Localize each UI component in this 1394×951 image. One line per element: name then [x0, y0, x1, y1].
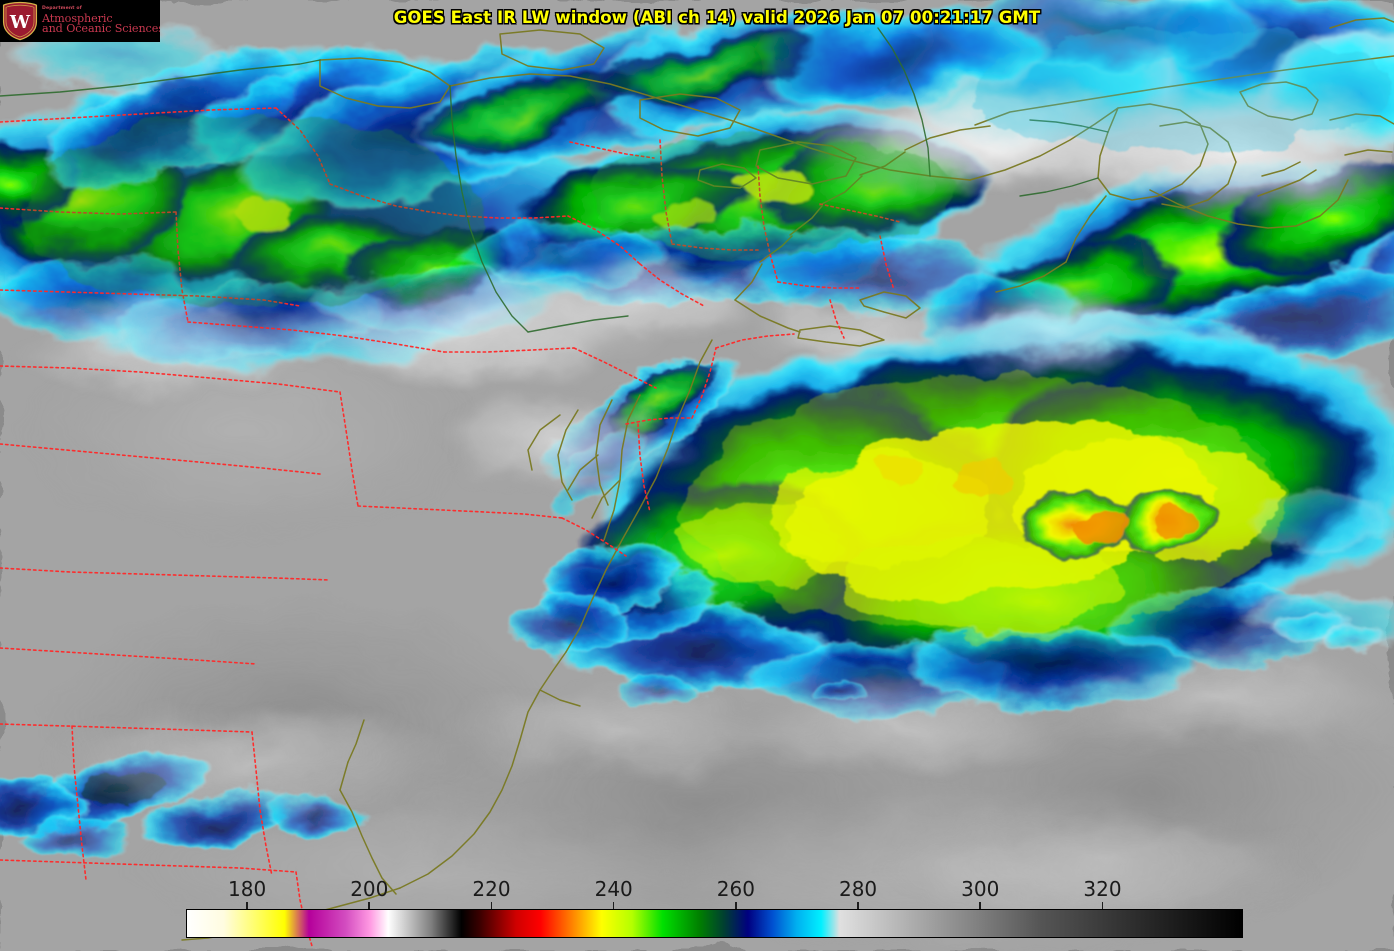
colorbar-tick: [368, 902, 371, 909]
svg-text:W: W: [9, 12, 31, 33]
colorbar-tick-label: 200: [350, 877, 389, 901]
logo-department-line: Department of: [42, 6, 82, 12]
colorbar-tick: [1101, 902, 1104, 909]
colorbar-tick-label: 180: [228, 877, 267, 901]
colorbar-tick: [857, 902, 859, 909]
colorbar-tick-label: 240: [594, 877, 633, 901]
uw-crest-icon: W: [1, 1, 39, 41]
colorbar-segment: [187, 910, 1242, 937]
colorbar-tick-labels: 180 200 220 240 260 280 300 320: [186, 877, 1243, 903]
colorbar-tick-marks: [186, 902, 1243, 909]
logo-name-line-2: and Oceanic Sciences: [42, 22, 160, 36]
colorbar-tick: [735, 902, 737, 909]
colorbar-tick: [490, 902, 493, 909]
colorbar-tick-label: 220: [472, 877, 511, 901]
uw-aos-logo: W Department of Atmospheric and Oceanic …: [0, 0, 160, 42]
colorbar: 180 200 220 240 260 280 300 320: [186, 877, 1243, 938]
colorbar-tick: [979, 902, 982, 909]
colorbar-tick-label: 320: [1083, 877, 1122, 901]
colorbar-tick: [246, 902, 248, 909]
logo-name-line-1: Atmospheric: [42, 11, 113, 25]
colorbar-gradient: [186, 909, 1243, 938]
colorbar-tick-label: 280: [838, 877, 878, 901]
colorbar-tick-label: 260: [716, 877, 755, 901]
colorbar-tick-label: 300: [961, 877, 1000, 901]
colorbar-tick: [612, 902, 615, 909]
